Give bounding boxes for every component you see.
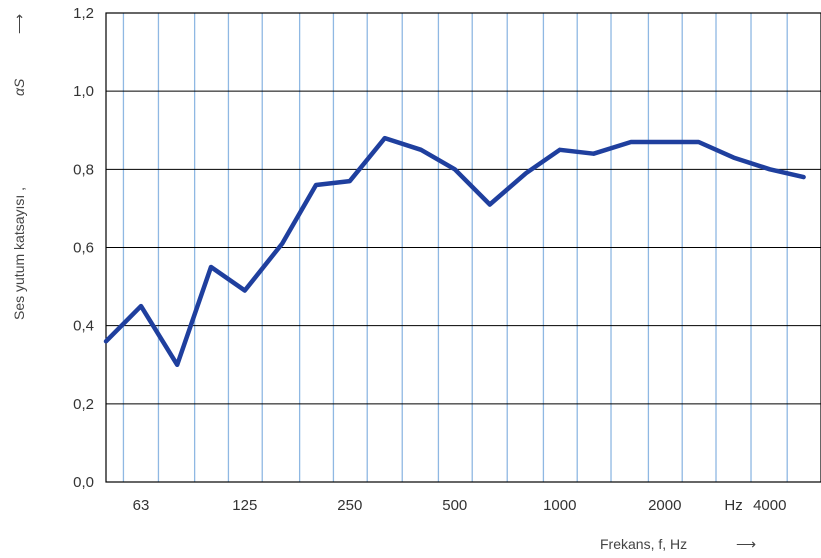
x-axis-arrow: ⟶ <box>736 536 756 552</box>
y-axis-arrow: ⟶ <box>11 14 27 34</box>
x-tick-label: 2000 <box>648 497 681 514</box>
y-tick-label: 0,4 <box>73 318 94 335</box>
y-tick-label: 0,6 <box>73 240 94 257</box>
y-tick-label: 0,8 <box>73 161 94 178</box>
x-axis-title: Frekans, f, Hz ⟶ <box>600 536 756 552</box>
x-unit-label: Hz <box>724 497 742 514</box>
y-axis-label: Ses yutum katsayısı , <box>11 187 27 320</box>
y-tick-label: 1,2 <box>73 5 94 22</box>
x-tick-label: 63 <box>133 497 150 514</box>
y-tick-label: 1,0 <box>73 83 94 100</box>
x-tick-label: 1000 <box>543 497 576 514</box>
y-axis-symbol: αS <box>11 78 27 96</box>
y-axis-title: Ses yutum katsayısı , αS ⟶ <box>11 14 27 320</box>
y-tick-label: 0,2 <box>73 396 94 413</box>
x-tick-label: 4000 <box>753 497 786 514</box>
plot-frame <box>105 12 821 483</box>
x-tick-label: 250 <box>337 497 362 514</box>
x-tick-label: 125 <box>232 497 257 514</box>
y-tick-labels: 0,0 0,2 0,4 0,6 0,8 1,0 1,2 <box>73 5 94 491</box>
x-tick-label: 500 <box>442 497 467 514</box>
x-tick-labels: 63 125 250 500 1000 2000 4000 <box>133 497 787 514</box>
x-axis-label: Frekans, f, Hz <box>600 536 687 552</box>
horizontal-grid <box>106 90 821 405</box>
y-tick-label: 0,0 <box>73 474 94 491</box>
series-line <box>103 135 806 368</box>
